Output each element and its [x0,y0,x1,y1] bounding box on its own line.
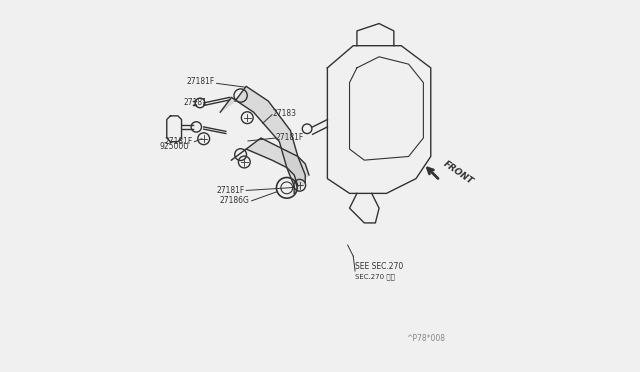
Text: 27181F: 27181F [276,133,304,142]
Text: 27181F: 27181F [216,186,244,195]
Text: ^P78*008: ^P78*008 [406,334,445,343]
Polygon shape [232,138,309,186]
Text: 27181F: 27181F [186,77,215,86]
Text: SEC.270 参照: SEC.270 参照 [355,273,395,280]
Text: FRONT: FRONT [442,159,475,186]
Text: 27181F: 27181F [164,137,193,145]
Polygon shape [220,86,305,193]
Text: SEE SEC.270: SEE SEC.270 [355,262,403,271]
Text: 27186G: 27186G [220,196,250,205]
Text: 92500U: 92500U [159,142,189,151]
Text: 27183: 27183 [272,109,296,118]
Text: 27181: 27181 [184,98,207,107]
